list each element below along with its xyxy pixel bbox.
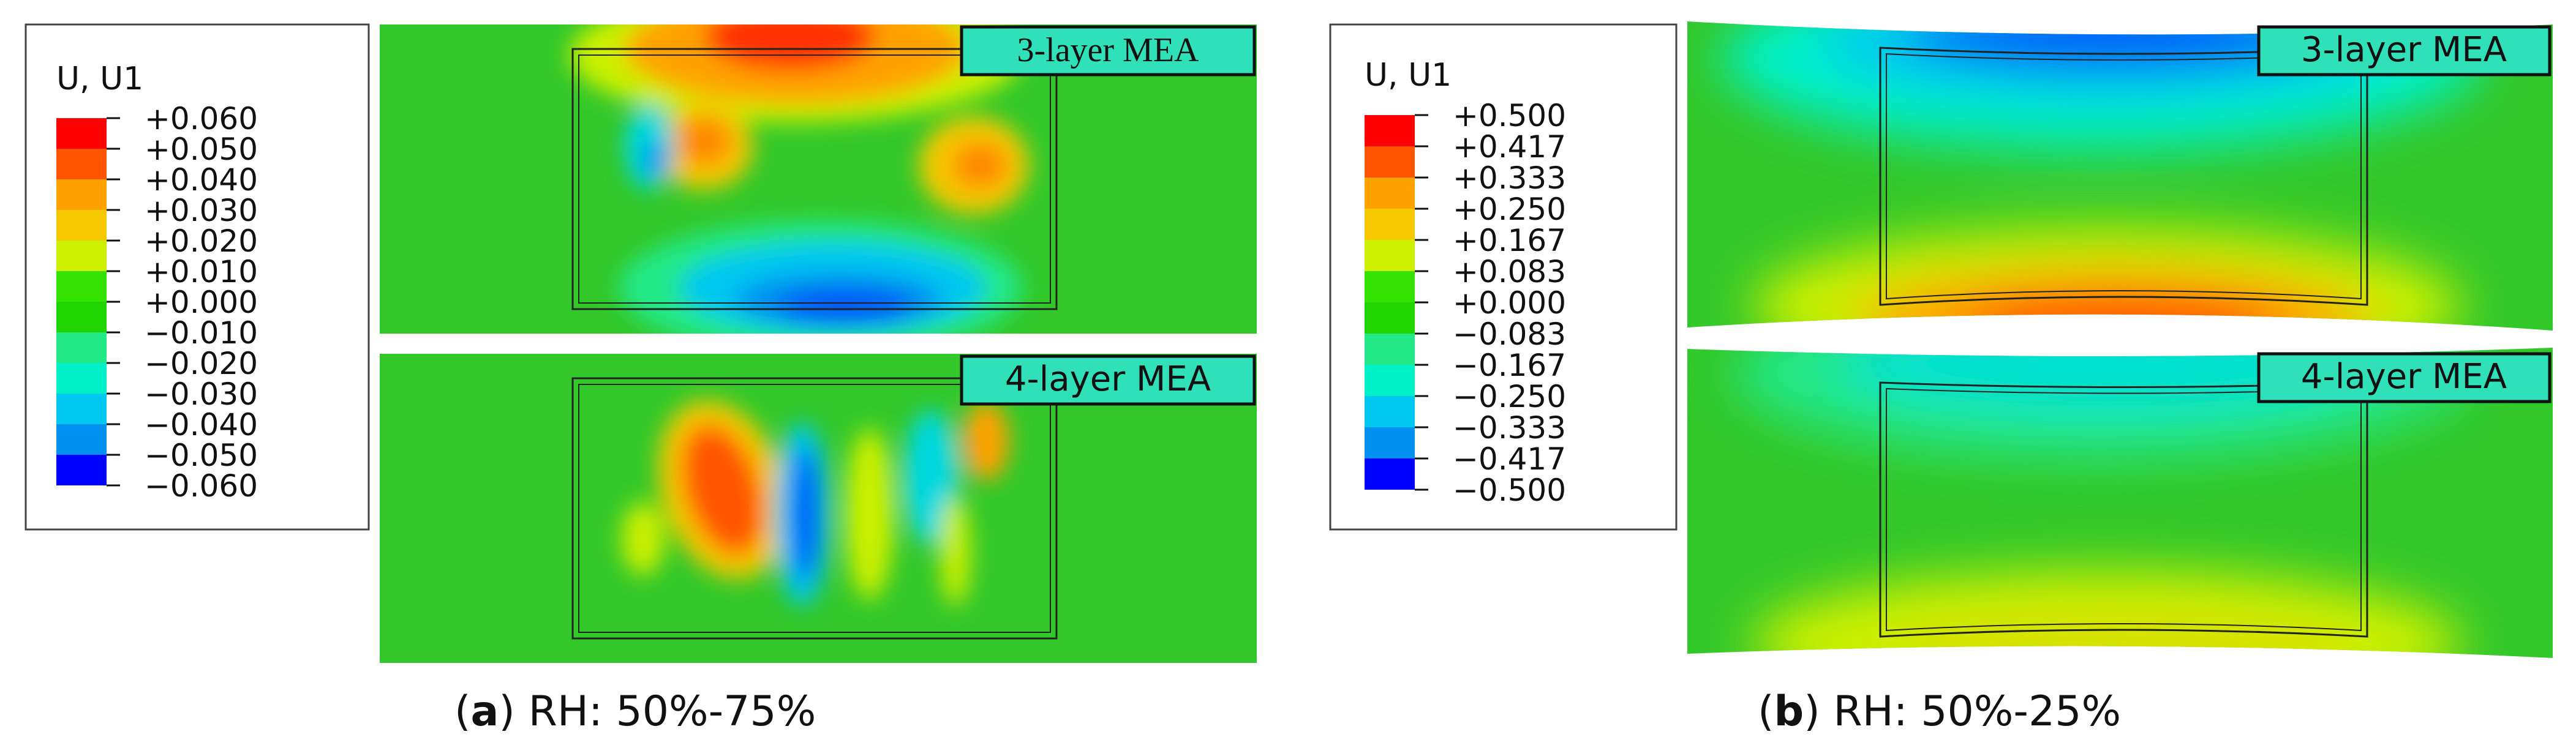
legend-b-swatch-4: [1365, 209, 1415, 240]
legend-a-swatch-3: [56, 179, 107, 210]
legend-a-label-10: −0.030: [145, 376, 258, 412]
contour-b-3layer-label-box: [2257, 25, 2552, 77]
legend-a-colorbar: [56, 117, 120, 487]
panel-b: U, U1: [1329, 21, 2553, 736]
caption-a-text: RH: 50%-75%: [529, 687, 816, 736]
contour-b-4layer-label: 4-layer MEA: [2301, 357, 2507, 397]
contour-a-4layer: 4-layer MEA: [380, 354, 1257, 663]
legend-a-label-3: +0.040: [145, 162, 258, 198]
legend-b-label-8: −0.083: [1453, 316, 1566, 352]
legend-a-swatch-1: [56, 118, 107, 149]
caption-b-letter: b: [1774, 687, 1804, 736]
legend-b-label-13: −0.500: [1453, 473, 1566, 508]
legend-b-label-11: −0.333: [1453, 410, 1566, 446]
legend-b-swatch-7: [1365, 302, 1415, 334]
legend-b: U, U1: [1329, 23, 1678, 531]
legend-b-label-12: −0.417: [1453, 441, 1566, 477]
legend-a-label-11: −0.040: [145, 407, 258, 443]
contour-b-3layer: 3-layer MEA: [1687, 21, 2553, 331]
legend-b-label-5: +0.167: [1453, 223, 1566, 258]
legend-a: U, U1: [24, 23, 370, 531]
legend-a-title: U, U1: [56, 61, 143, 97]
legend-b-swatch-6: [1365, 271, 1415, 302]
legend-a-label-1: +0.060: [145, 101, 258, 137]
legend-b-label-4: +0.250: [1453, 192, 1566, 227]
legend-b-label-10: −0.250: [1453, 379, 1566, 414]
legend-b-title: U, U1: [1365, 57, 1452, 94]
legend-a-swatch-9: [56, 363, 107, 394]
legend-b-colorbar: [1365, 114, 1428, 491]
legend-b-label-9: −0.167: [1453, 348, 1566, 383]
legend-b-label-6: +0.083: [1453, 254, 1566, 290]
legend-b-swatch-3: [1365, 178, 1415, 209]
contour-a-4layer-label-box: [960, 354, 1256, 406]
caption-a-letter: a: [471, 687, 499, 736]
legend-b-label-7: +0.000: [1453, 285, 1566, 321]
caption-b: (b) RH: 50%-25%: [1758, 687, 2121, 736]
legend-b-label-2: +0.417: [1453, 129, 1566, 165]
legend-a-swatch-7: [56, 302, 107, 332]
legend-a-label-2: +0.050: [145, 132, 258, 167]
panel-a: U, U1: [24, 23, 1257, 736]
legend-a-swatch-11: [56, 424, 107, 455]
legend-a-label-8: −0.010: [145, 315, 258, 351]
legend-b-swatch-12: [1365, 458, 1415, 490]
legend-b-swatch-2: [1365, 146, 1415, 178]
legend-b-swatch-8: [1365, 334, 1415, 365]
legend-a-label-13: −0.060: [145, 468, 258, 504]
legend-a-swatch-12: [56, 455, 107, 485]
legend-b-swatch-11: [1365, 427, 1415, 458]
legend-a-swatch-10: [56, 394, 107, 424]
legend-a-label-5: +0.020: [145, 223, 258, 259]
legend-a-swatch-6: [56, 271, 107, 302]
legend-b-swatch-10: [1365, 396, 1415, 427]
legend-a-label-6: +0.010: [145, 254, 258, 290]
legend-a-label-7: +0.000: [145, 285, 258, 320]
legend-b-label-1: +0.500: [1453, 98, 1566, 133]
legend-a-swatch-4: [56, 210, 107, 241]
contour-a-3layer-label: 3-layer MEA: [1017, 31, 1199, 69]
contour-a-3layer-label-box: [960, 25, 1256, 77]
legend-b-swatch-5: [1365, 240, 1415, 271]
caption-a: (a) RH: 50%-75%: [454, 687, 816, 736]
legend-a-swatch-5: [56, 241, 107, 271]
caption-b-text: RH: 50%-25%: [1833, 687, 2121, 736]
legend-a-swatch-2: [56, 149, 107, 179]
legend-b-label-3: +0.333: [1453, 160, 1566, 196]
contour-a-3layer: 3-layer MEA: [380, 24, 1257, 334]
legend-a-swatch-8: [56, 332, 107, 363]
legend-b-swatch-9: [1365, 365, 1415, 396]
contour-a-4layer-label: 4-layer MEA: [1005, 359, 1211, 399]
contour-b-3layer-label: 3-layer MEA: [2301, 30, 2507, 70]
legend-b-swatch-1: [1365, 115, 1415, 146]
legend-a-label-12: −0.050: [145, 438, 258, 473]
contour-b-4layer: 4-layer MEA: [1687, 348, 2553, 658]
legend-a-label-4: +0.030: [145, 193, 258, 228]
contour-b-4layer-label-box: [2257, 352, 2552, 403]
legend-a-label-9: −0.020: [145, 346, 258, 381]
